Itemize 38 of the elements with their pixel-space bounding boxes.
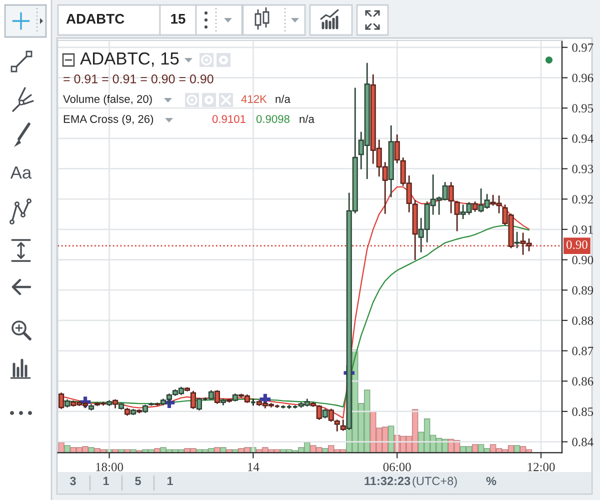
- x-tick-label: 14: [248, 462, 260, 472]
- y-tick-label: 0.92: [572, 195, 593, 204]
- text: 3: [70, 476, 76, 486]
- y-tick-label: 0.86: [572, 377, 594, 386]
- y-tick-label: 0.91: [572, 225, 593, 234]
- y-tick-label: 0.93: [572, 164, 594, 174]
- text: %: [486, 476, 496, 486]
- text: 1: [103, 476, 109, 486]
- text: 5: [135, 476, 141, 486]
- annotation: 412K: [241, 95, 267, 103]
- text: Aa: [10, 166, 32, 179]
- annotation: Volume (false, 20): [63, 94, 152, 106]
- text: 15: [171, 14, 186, 24]
- x-tick-label: 18:00: [96, 462, 124, 472]
- y-tick-label: 0.85: [572, 407, 594, 416]
- x-tick-label: 12:00: [528, 462, 555, 472]
- annotation: 0.9101: [212, 115, 246, 123]
- text: (UTC+8): [412, 476, 457, 488]
- x-tick-label: 06:00: [383, 462, 411, 472]
- y-tick-label: 0.95: [572, 104, 594, 113]
- annotation: = 0.91 = 0.91 = 0.90 = 0.90: [64, 74, 214, 84]
- annotation: n/a: [300, 114, 314, 123]
- y-tick-label: 0.89: [572, 286, 594, 295]
- annotation: 0.9098: [256, 115, 290, 123]
- text: 1: [167, 476, 173, 486]
- y-tick-label: 0.84: [572, 438, 594, 446]
- text: ADABTC, 15: [80, 52, 179, 67]
- y-tick-label: 0.97: [572, 43, 594, 52]
- annotation: n/a: [276, 94, 290, 103]
- y-tick-label: 0.90: [572, 256, 594, 264]
- ref-line-label: 0.90: [566, 240, 588, 249]
- y-tick-label: 0.87: [572, 346, 594, 356]
- y-tick-label: 0.94: [572, 134, 594, 143]
- y-tick-label: 0.96: [572, 74, 594, 82]
- text: 11:32:23: [364, 476, 410, 486]
- y-tick-label: 0.88: [572, 316, 594, 325]
- text: ADABTC: [66, 14, 124, 24]
- annotation: EMA Cross (9, 26): [64, 114, 154, 126]
